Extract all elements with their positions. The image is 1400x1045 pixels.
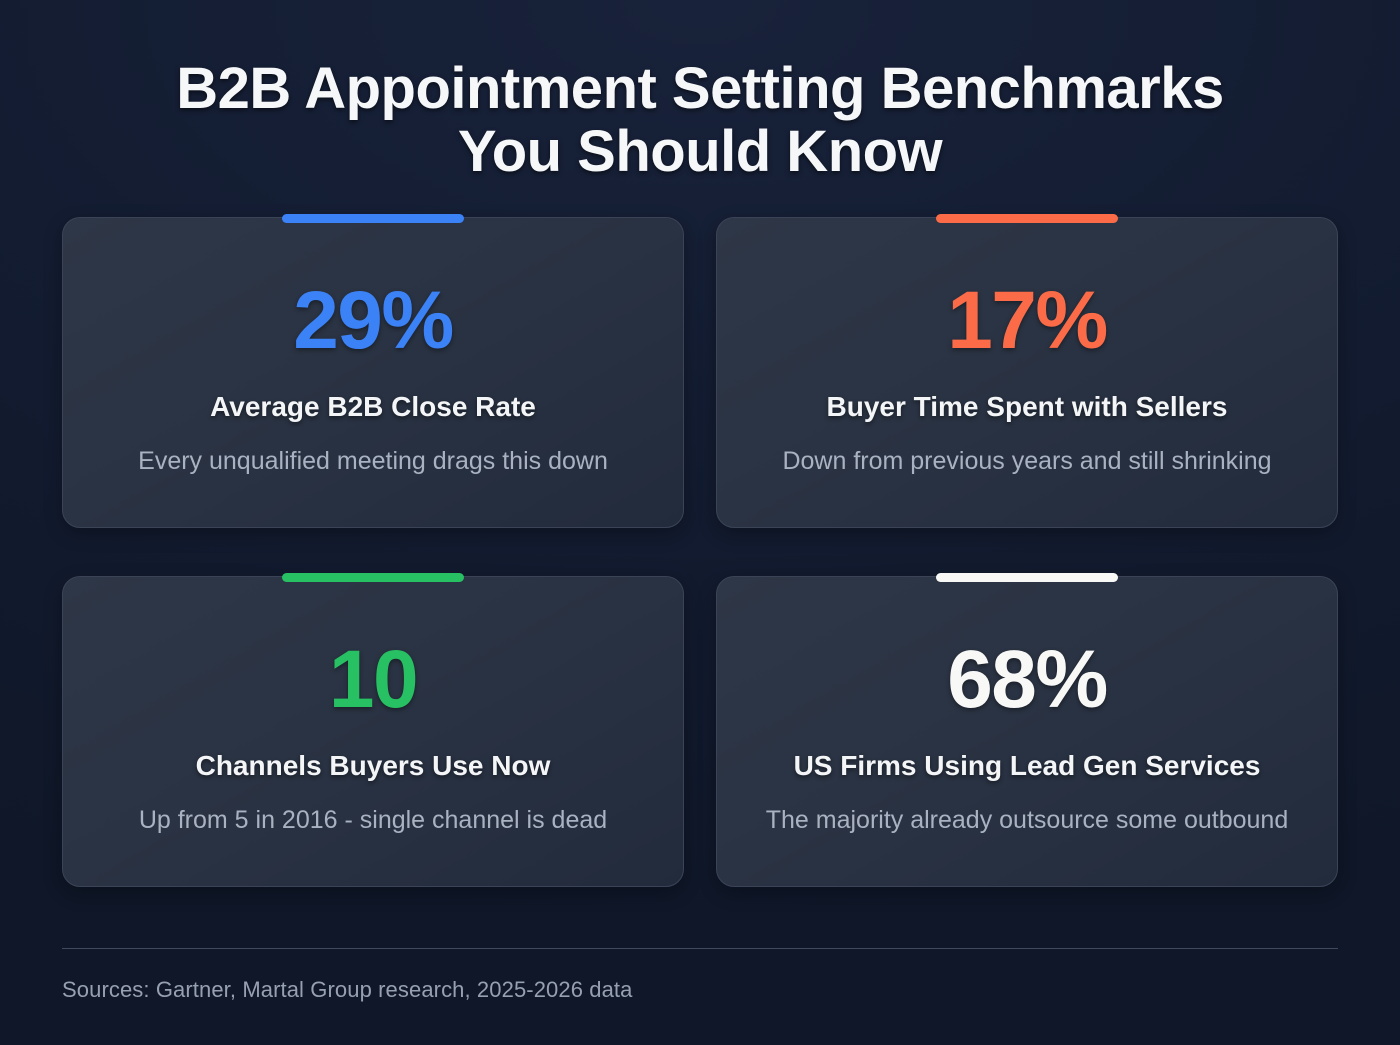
stat-value: 29% — [293, 275, 454, 367]
accent-bar-white — [936, 573, 1118, 583]
stat-label: Channels Buyers Use Now — [195, 750, 551, 782]
footer: Sources: Gartner, Martal Group research,… — [62, 948, 1338, 1045]
stat-value: 10 — [328, 634, 419, 726]
footer-sources: Sources: Gartner, Martal Group research,… — [62, 977, 633, 1002]
footer-divider — [62, 948, 1338, 949]
stat-label: US Firms Using Lead Gen Services — [793, 750, 1261, 782]
stat-card-grid: 29% Average B2B Close Rate Every unquali… — [62, 214, 1338, 888]
stat-value: 17% — [947, 275, 1108, 367]
stat-card-channels: 10 Channels Buyers Use Now Up from 5 in … — [62, 573, 684, 888]
page-title: B2B Appointment Setting Benchmarks You S… — [176, 56, 1224, 184]
stat-value: 68% — [947, 634, 1108, 726]
stat-label: Buyer Time Spent with Sellers — [826, 391, 1228, 423]
stat-description: Every unqualified meeting drags this dow… — [138, 446, 608, 475]
stat-card-close-rate: 29% Average B2B Close Rate Every unquali… — [62, 214, 684, 529]
stat-card-buyer-time: 17% Buyer Time Spent with Sellers Down f… — [716, 214, 1338, 529]
stat-label: Average B2B Close Rate — [210, 391, 536, 423]
stat-card-lead-gen: 68% US Firms Using Lead Gen Services The… — [716, 573, 1338, 888]
accent-bar-orange — [936, 214, 1118, 224]
title-block: B2B Appointment Setting Benchmarks You S… — [62, 56, 1338, 184]
accent-bar-green — [282, 573, 464, 583]
stat-description: Down from previous years and still shrin… — [782, 446, 1272, 475]
stat-description: The majority already outsource some outb… — [765, 805, 1289, 834]
accent-bar-blue — [282, 214, 464, 224]
stat-description: Up from 5 in 2016 - single channel is de… — [138, 805, 608, 834]
